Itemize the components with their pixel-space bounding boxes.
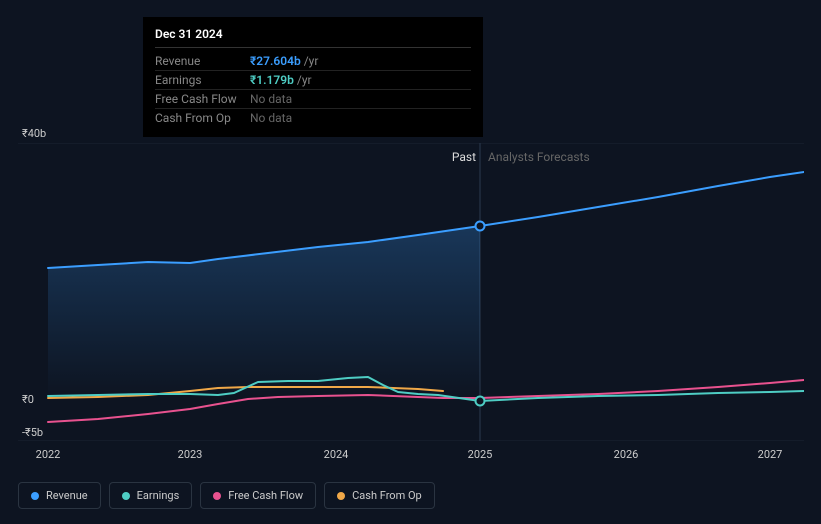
- legend-dot-icon: [213, 492, 221, 500]
- x-axis-label: 2023: [178, 448, 203, 461]
- tooltip-value: ₹27.604b: [250, 54, 301, 68]
- legend-dot-icon: [337, 492, 345, 500]
- legend-item[interactable]: Free Cash Flow: [200, 482, 316, 509]
- legend-label: Revenue: [46, 489, 88, 502]
- tooltip-nodata: No data: [250, 111, 292, 125]
- x-axis-label: 2025: [468, 448, 493, 461]
- x-axis-label: 2026: [614, 448, 639, 461]
- tooltip-metric-label: Revenue: [155, 54, 250, 68]
- chart-tooltip: Dec 31 2024 Revenue₹27.604b /yrEarnings₹…: [143, 17, 483, 137]
- tooltip-nodata: No data: [250, 92, 292, 106]
- x-axis-label: 2022: [36, 448, 61, 461]
- tooltip-value: ₹1.179b: [250, 73, 294, 87]
- legend-label: Earnings: [137, 489, 180, 502]
- x-axis-label: 2027: [758, 448, 783, 461]
- tooltip-metric-label: Free Cash Flow: [155, 92, 250, 106]
- x-axis-label: 2024: [324, 448, 349, 461]
- y-axis-label: ₹40b: [22, 127, 46, 140]
- legend-label: Free Cash Flow: [228, 489, 303, 502]
- legend-dot-icon: [122, 492, 130, 500]
- tooltip-date: Dec 31 2024: [155, 27, 471, 48]
- legend-item[interactable]: Earnings: [109, 482, 193, 509]
- tooltip-metric-label: Cash From Op: [155, 111, 250, 125]
- legend-item[interactable]: Revenue: [18, 482, 101, 509]
- tooltip-row: Revenue₹27.604b /yr: [155, 52, 471, 71]
- tooltip-row: Free Cash FlowNo data: [155, 90, 471, 109]
- tooltip-unit: /yr: [304, 54, 319, 68]
- line-chart[interactable]: [18, 143, 804, 441]
- legend: Revenue Earnings Free Cash Flow Cash From O…: [18, 482, 435, 509]
- tooltip-metric-label: Earnings: [155, 73, 250, 87]
- legend-dot-icon: [31, 492, 39, 500]
- legend-item[interactable]: Cash From Op: [324, 482, 435, 509]
- tooltip-unit: /yr: [297, 73, 312, 87]
- tooltip-row: Earnings₹1.179b /yr: [155, 71, 471, 90]
- tooltip-row: Cash From OpNo data: [155, 109, 471, 127]
- legend-label: Cash From Op: [352, 489, 422, 502]
